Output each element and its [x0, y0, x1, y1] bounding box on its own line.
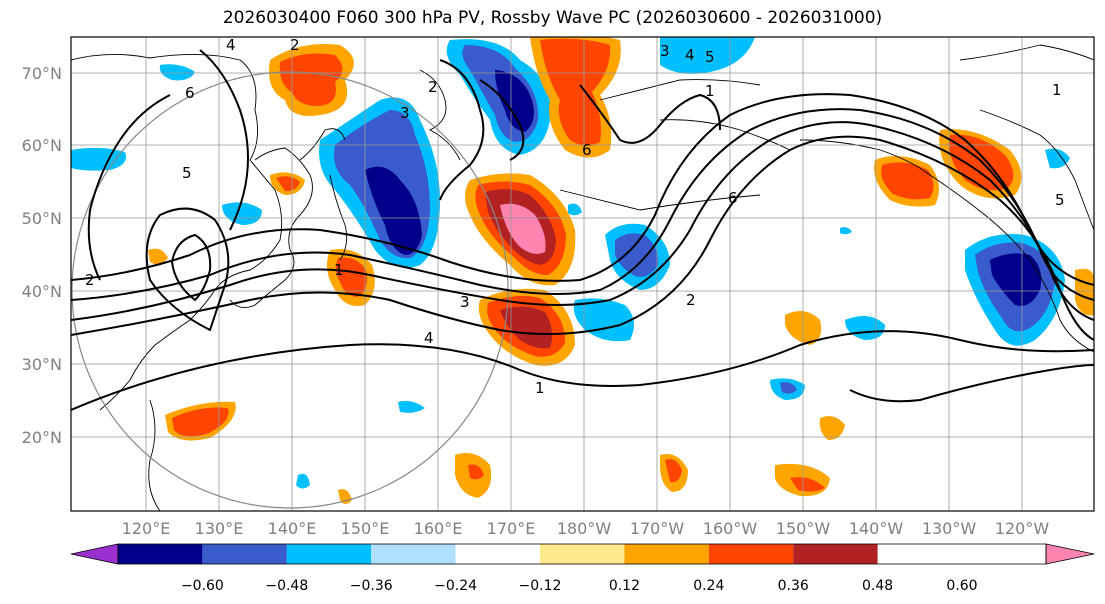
lon-label: 180°W: [557, 519, 612, 538]
lat-label: 60°N: [22, 136, 62, 155]
contour-label: 5: [182, 164, 192, 182]
lat-label: 30°N: [22, 355, 62, 374]
lon-label: 120°E: [122, 519, 171, 538]
colorbar-tick-label: −0.24: [434, 578, 477, 594]
contour-label: 2: [290, 36, 300, 54]
lat-label: 50°N: [22, 209, 62, 228]
colorbar-swatch: [371, 544, 456, 564]
colorbar-tick-label: 0.60: [946, 578, 977, 594]
contour-label: 3: [660, 42, 670, 60]
contour-label: 5: [705, 48, 715, 66]
colorbar-tick-label: 0.24: [693, 578, 724, 594]
contour-label: 6: [728, 189, 738, 207]
contour-label: 2: [428, 78, 438, 96]
contour-label: 6: [185, 84, 195, 102]
contour-label: 3: [400, 104, 410, 122]
contour-label: 1: [535, 379, 545, 397]
contour-label: 6: [582, 141, 592, 159]
colorbar-extend-min: [70, 543, 119, 565]
longitude-axis: 120°E 130°E 140°E 150°E 160°E 170°E 180°…: [122, 519, 1050, 538]
lon-label: 160°W: [703, 519, 758, 538]
lon-label: 170°E: [487, 519, 536, 538]
colorbar-tick-label: 0.36: [778, 578, 809, 594]
contour-label: 4: [226, 36, 236, 54]
lon-label: 130°E: [195, 519, 244, 538]
lon-label: 160°E: [414, 519, 463, 538]
colorbar-swatch: [624, 544, 709, 564]
lon-label: 170°W: [630, 519, 685, 538]
contour-label: 1: [705, 82, 715, 100]
colorbar: −0.60 −0.48 −0.36 −0.24 −0.12 0.12 0.24 …: [70, 543, 1095, 594]
colorbar-swatch: [202, 544, 287, 564]
colorbar-swatch: [118, 544, 203, 564]
colorbar-tick-label: −0.60: [181, 578, 224, 594]
latitude-axis: 70°N 60°N 50°N 40°N 30°N 20°N: [22, 64, 62, 447]
coastlines: [71, 44, 1094, 511]
lat-label: 20°N: [22, 428, 62, 447]
lon-label: 150°W: [776, 519, 831, 538]
colorbar-tick-label: −0.48: [265, 578, 308, 594]
lat-label: 40°N: [22, 282, 62, 301]
map-border: [70, 36, 1095, 512]
contour-label: 4: [424, 329, 434, 347]
pv-contours: [71, 49, 1094, 411]
pv-anomaly-shading: [71, 37, 1094, 504]
contour-label: 5: [1055, 191, 1065, 209]
lon-label: 150°E: [341, 519, 390, 538]
colorbar-tick-label: 0.48: [862, 578, 893, 594]
colorbar-swatch: [455, 544, 540, 564]
lon-label: 120°W: [995, 519, 1050, 538]
colorbar-tick-label: 0.12: [609, 578, 640, 594]
colorbar-swatch: [286, 544, 372, 564]
colorbar-swatch: [708, 544, 794, 564]
gridlines: [71, 37, 1094, 511]
contour-label: 4: [685, 46, 695, 64]
colorbar-tick-label: −0.12: [519, 578, 562, 594]
contour-label: 2: [85, 271, 95, 289]
contour-labels: 4 2 1 3 6 5 4 6 5 2 3 1 4 3 2 1 6 2 1 5: [85, 36, 1065, 397]
contour-label: 1: [334, 261, 344, 279]
lon-label: 140°W: [849, 519, 904, 538]
contour-label: 2: [686, 291, 696, 309]
colorbar-swatch: [793, 544, 878, 564]
lon-label: 130°W: [922, 519, 977, 538]
colorbar-tick-label: −0.36: [350, 578, 393, 594]
lon-label: 140°E: [268, 519, 317, 538]
colorbar-swatch: [540, 544, 625, 564]
contour-label: 3: [460, 293, 470, 311]
contour-label: 1: [1052, 81, 1062, 99]
colorbar-extend-max: [1045, 543, 1095, 565]
map-title: 2026030400 F060 300 hPa PV, Rossby Wave …: [222, 8, 883, 28]
lat-label: 70°N: [22, 64, 62, 83]
